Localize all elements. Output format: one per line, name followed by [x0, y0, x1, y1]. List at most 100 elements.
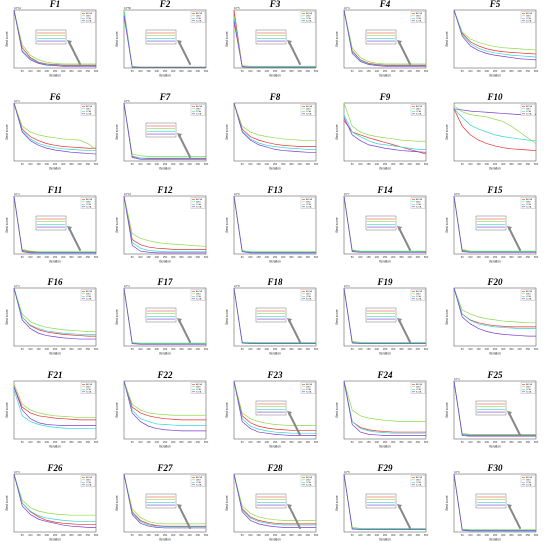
legend-label: AVOA	[526, 476, 532, 479]
series-line-avoa	[123, 381, 206, 421]
x-tick-label: 150	[36, 347, 41, 351]
x-tick-label: 450	[86, 162, 91, 166]
x-tick-label: 250	[53, 255, 58, 259]
series-line-dbo	[13, 473, 96, 516]
x-tick-label: 50	[351, 533, 354, 537]
scale-label: 10^7	[344, 192, 350, 196]
zoom-arrow-head	[507, 504, 512, 509]
legend-label: ICOA	[86, 484, 92, 487]
x-axis-label: Iteration	[489, 538, 501, 542]
x-tick-label: 500	[314, 533, 319, 537]
x-tick-label: 300	[171, 162, 176, 166]
x-tick-label: 300	[391, 347, 396, 351]
legend-label: DBO	[306, 201, 311, 203]
chart-title: F9	[379, 92, 391, 102]
zoom-inset	[365, 493, 397, 509]
series-line-dbo	[233, 102, 316, 141]
x-tick-label: 450	[86, 533, 91, 537]
chart-title: F21	[46, 370, 62, 380]
series-line-icoa	[123, 473, 206, 529]
scale-label: 10^4	[14, 470, 20, 474]
series-line-dbo	[13, 9, 96, 65]
x-tick-label: 100	[248, 533, 253, 537]
x-tick-label: 300	[61, 69, 66, 73]
x-tick-label: 500	[204, 69, 209, 73]
series-line-avoa	[13, 386, 96, 421]
x-tick-label: 50	[351, 440, 354, 444]
series-line-coa	[453, 381, 536, 436]
x-tick-label: 450	[306, 533, 311, 537]
legend-label: AVOA	[196, 476, 202, 479]
x-tick-label: 200	[265, 533, 270, 537]
x-tick-label: 150	[476, 255, 481, 259]
axes-box	[453, 288, 537, 347]
x-tick-label: 50	[461, 347, 464, 351]
x-tick-label: 350	[69, 440, 74, 444]
x-axis-label: Iteration	[489, 166, 501, 170]
x-tick-label: 450	[86, 69, 91, 73]
legend-label: ICOA	[86, 391, 92, 394]
y-axis-label: Best score	[115, 310, 119, 325]
legend-label: ICOA	[306, 298, 312, 301]
x-tick-label: 50	[461, 255, 464, 259]
series-line-icoa	[453, 288, 536, 337]
series-line-dbo	[123, 9, 206, 68]
series-line-coa	[123, 473, 206, 528]
scale-label: 10^4	[344, 6, 350, 10]
zoom-arrow	[288, 41, 301, 65]
zoom-arrow	[508, 412, 521, 437]
zoom-arrow	[288, 319, 301, 344]
chart-f12: F12 10^10 50 100 150 200 250 300 350 400 450 500 Ite…	[110, 185, 210, 274]
legend-label: DBO	[306, 387, 311, 389]
series-line-coa	[233, 195, 316, 253]
chart-title: F30	[486, 463, 503, 473]
x-tick-label: 50	[21, 255, 24, 259]
x-tick-label: 500	[314, 69, 319, 73]
axes-box	[13, 288, 97, 347]
x-tick-label: 400	[407, 255, 412, 259]
scale-label: 10^4	[454, 377, 460, 381]
x-tick-label: 300	[61, 255, 66, 259]
series-line-dbo	[233, 381, 316, 427]
x-tick-label: 300	[171, 533, 176, 537]
x-axis-label: Iteration	[269, 352, 281, 356]
x-tick-label: 450	[86, 440, 91, 444]
legend-label: AVOA	[196, 198, 202, 201]
x-tick-label: 50	[131, 533, 134, 537]
x-tick-label: 250	[53, 533, 58, 537]
x-axis-label: Iteration	[489, 259, 501, 263]
x-tick-label: 100	[28, 347, 33, 351]
zoom-arrow	[508, 226, 521, 251]
x-axis-label: Iteration	[379, 74, 391, 78]
legend-label: DBO	[416, 108, 421, 110]
x-tick-label: 350	[399, 440, 404, 444]
x-tick-label: 300	[501, 347, 506, 351]
legend-label: AVOA	[306, 198, 312, 201]
chart-svg: F2 10^50 50 100 150 200 250 300 350 400 450 500 Iter…	[115, 0, 209, 78]
x-tick-label: 300	[501, 533, 506, 537]
legend-label: ICOA	[416, 112, 422, 115]
legend-box	[80, 196, 96, 209]
x-axis-label: Iteration	[159, 352, 171, 356]
x-tick-label: 400	[517, 347, 522, 351]
zoom-arrow	[398, 319, 411, 344]
x-tick-label: 500	[534, 162, 539, 166]
x-tick-label: 500	[424, 533, 429, 537]
x-tick-label: 250	[163, 533, 168, 537]
x-tick-label: 300	[501, 440, 506, 444]
chart-f18: F18 10^8 50 100 150 200 250 300 350 400 450 500 Iter…	[220, 277, 320, 366]
x-tick-label: 250	[493, 69, 498, 73]
x-tick-label: 250	[163, 255, 168, 259]
legend-label: COA	[416, 17, 421, 20]
series-line-avoa	[123, 473, 206, 527]
x-tick-label: 300	[61, 162, 66, 166]
series-line-coa	[233, 473, 316, 526]
zoom-inset	[35, 215, 67, 230]
axes-box	[453, 473, 537, 533]
x-tick-label: 500	[94, 533, 99, 537]
x-tick-label: 150	[366, 347, 371, 351]
x-tick-label: 100	[138, 347, 143, 351]
zoom-arrow-head	[507, 411, 512, 417]
x-tick-label: 350	[69, 347, 74, 351]
x-tick-label: 350	[179, 69, 184, 73]
